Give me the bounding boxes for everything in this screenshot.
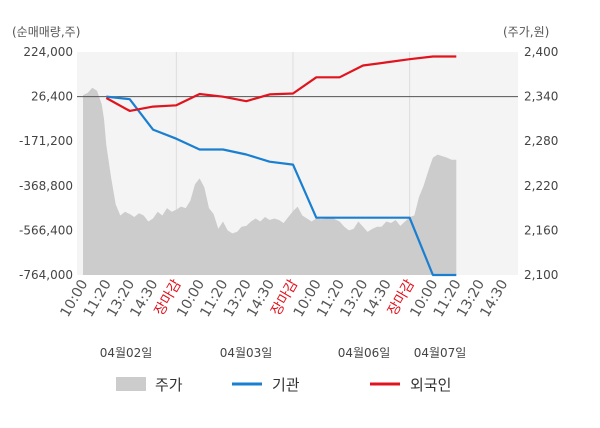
right-tick-label: 2,400 <box>524 45 558 59</box>
right-tick-label: 2,340 <box>524 90 558 104</box>
right-tick-label: 2,160 <box>524 223 558 237</box>
right-axis-unit: (주가,원) <box>503 25 549 39</box>
date-label: 04월06일 <box>338 346 391 360</box>
date-label: 04월07일 <box>414 346 467 360</box>
legend-swatch-price <box>116 377 146 391</box>
right-axis-ticks: 2,400 2,340 2,280 2,220 2,160 2,100 <box>524 45 558 282</box>
legend: 주가 기관 외국인 <box>116 376 451 394</box>
price-area <box>83 87 457 275</box>
left-tick-label: -566,400 <box>19 223 73 237</box>
net-buying-lines <box>105 55 457 277</box>
left-tick-label: -171,200 <box>19 134 73 148</box>
series-line-기관 <box>106 95 457 277</box>
legend-label: 외국인 <box>410 376 451 394</box>
series-line-외국인 <box>105 55 457 113</box>
right-tick-label: 2,280 <box>524 134 558 148</box>
date-label: 04월03일 <box>220 346 273 360</box>
right-tick-label: 2,220 <box>524 179 558 193</box>
legend-label: 기관 <box>272 376 300 394</box>
left-tick-label: 26,400 <box>31 90 73 104</box>
left-axis-unit: (순매매량,주) <box>12 25 80 39</box>
date-labels: 04월02일 04월03일 04월06일 04월07일 <box>100 346 467 360</box>
price-area-series <box>83 87 457 275</box>
right-tick-label: 2,100 <box>524 268 558 282</box>
left-tick-label: -764,000 <box>19 268 73 282</box>
date-label: 04월02일 <box>100 346 153 360</box>
left-tick-label: 224,000 <box>23 45 73 59</box>
legend-label: 주가 <box>155 376 183 394</box>
left-axis-ticks: 224,000 26,400 -171,200 -368,800 -566,400 -76… <box>19 45 73 282</box>
left-tick-label: -368,800 <box>19 179 73 193</box>
x-axis-ticks: 10:0011:2013:2014:30장마감10:0011:2013:2014… <box>57 277 511 320</box>
